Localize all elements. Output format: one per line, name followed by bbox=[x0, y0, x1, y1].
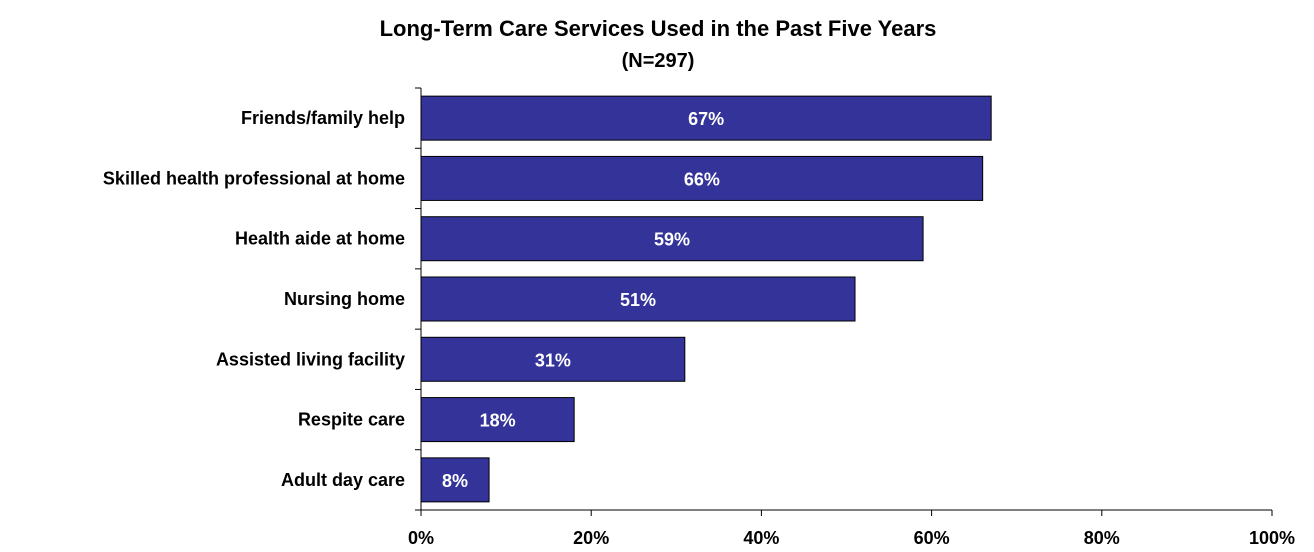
chart-subtitle: (N=297) bbox=[622, 50, 695, 72]
category-label: Friends/family help bbox=[241, 108, 405, 128]
bar bbox=[420, 216, 924, 262]
category-label: Respite care bbox=[298, 410, 405, 430]
x-tick-label: 0% bbox=[408, 528, 434, 548]
x-tick-label: 40% bbox=[743, 528, 779, 548]
x-tick-label: 80% bbox=[1084, 528, 1120, 548]
category-label: Nursing home bbox=[284, 289, 405, 309]
chart-title: Long-Term Care Services Used in the Past… bbox=[380, 16, 937, 41]
data-label: 59% bbox=[654, 230, 690, 250]
x-tick-label: 20% bbox=[573, 528, 609, 548]
data-label: 67% bbox=[688, 109, 724, 129]
data-label: 8% bbox=[442, 471, 468, 491]
x-tick-label: 100% bbox=[1249, 528, 1295, 548]
category-label: Skilled health professional at home bbox=[103, 168, 405, 188]
data-label: 51% bbox=[620, 290, 656, 310]
plot-area: 0% 20% 40% 60% 80% 100% Friends/family help 67%… bbox=[103, 87, 1295, 548]
data-label: 18% bbox=[480, 411, 516, 431]
bar bbox=[420, 336, 686, 382]
category-label: Health aide at home bbox=[235, 229, 405, 249]
category-label: Assisted living facility bbox=[216, 349, 405, 369]
bar bbox=[420, 397, 575, 443]
data-label: 31% bbox=[535, 350, 571, 370]
bar bbox=[420, 276, 856, 322]
bar bbox=[420, 95, 992, 141]
bar bbox=[420, 457, 490, 503]
x-tick-label: 60% bbox=[914, 528, 950, 548]
data-label: 66% bbox=[684, 169, 720, 189]
category-label: Adult day care bbox=[281, 470, 405, 490]
bar bbox=[420, 155, 984, 201]
